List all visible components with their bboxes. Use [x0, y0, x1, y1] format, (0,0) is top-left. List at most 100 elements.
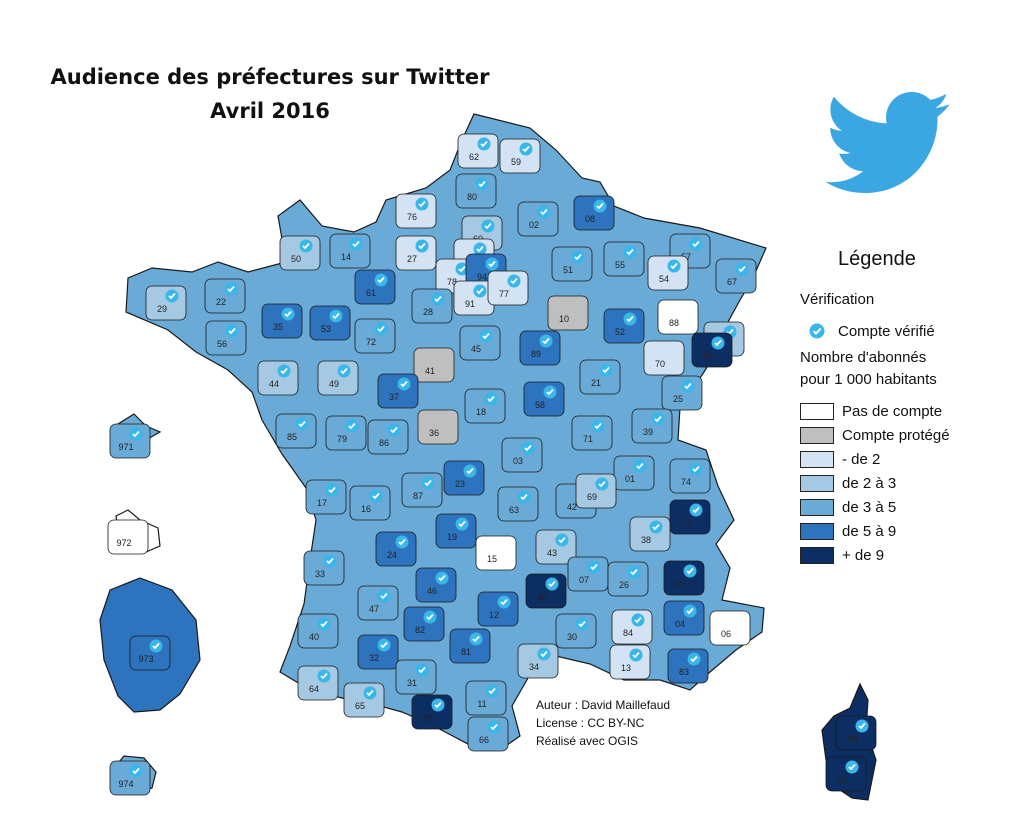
- department-08[interactable]: 08: [573, 195, 615, 231]
- department-47[interactable]: 47: [357, 585, 399, 621]
- check-icon: [227, 285, 235, 293]
- department-81[interactable]: 81: [449, 628, 491, 664]
- department-88[interactable]: 88: [657, 299, 699, 335]
- department-63[interactable]: 63: [497, 486, 539, 522]
- department-area: [603, 241, 645, 277]
- department-82[interactable]: 82: [403, 606, 445, 642]
- check-icon: [320, 620, 328, 628]
- check-icon: [132, 430, 140, 438]
- department-37[interactable]: 37: [377, 373, 419, 409]
- department-52[interactable]: 52: [603, 308, 645, 344]
- department-11[interactable]: 11: [465, 680, 507, 716]
- department-04[interactable]: 04: [663, 600, 705, 636]
- department-44[interactable]: 44: [257, 360, 299, 396]
- department-74[interactable]: 74: [669, 458, 711, 494]
- department-38[interactable]: 38: [629, 516, 671, 552]
- department-06[interactable]: 06: [709, 610, 751, 646]
- department-41[interactable]: 41: [413, 347, 455, 383]
- department-70[interactable]: 70: [643, 340, 685, 376]
- department-07[interactable]: 07: [567, 556, 609, 592]
- department-87[interactable]: 87: [401, 472, 443, 508]
- department-79[interactable]: 79: [325, 415, 367, 451]
- department-26[interactable]: 26: [607, 561, 649, 597]
- department-32[interactable]: 32: [357, 634, 399, 670]
- department-18[interactable]: 18: [464, 388, 506, 424]
- department-2A[interactable]: 2A: [825, 756, 867, 792]
- department-17[interactable]: 17: [305, 479, 347, 515]
- department-54[interactable]: 54: [647, 255, 689, 291]
- department-29[interactable]: 29: [145, 285, 187, 321]
- swatch-gt9: [800, 546, 834, 564]
- department-62[interactable]: 62: [457, 133, 499, 169]
- department-area: [523, 381, 565, 417]
- check-icon: [482, 332, 490, 340]
- department-45[interactable]: 45: [459, 325, 501, 361]
- department-22[interactable]: 22: [204, 278, 246, 314]
- department-86[interactable]: 86: [367, 419, 409, 455]
- department-12[interactable]: 12: [477, 591, 519, 627]
- department-05[interactable]: 05: [663, 560, 705, 596]
- department-13[interactable]: 13: [609, 644, 651, 680]
- department-10[interactable]: 10: [547, 295, 589, 331]
- department-50[interactable]: 50: [279, 235, 321, 271]
- department-43[interactable]: 43: [535, 529, 577, 565]
- department-area: [275, 413, 317, 449]
- department-65[interactable]: 65: [343, 682, 385, 718]
- department-23[interactable]: 23: [443, 460, 485, 496]
- department-46[interactable]: 46: [415, 567, 457, 603]
- department-84[interactable]: 84: [611, 609, 653, 645]
- department-76[interactable]: 76: [395, 193, 437, 229]
- department-59[interactable]: 59: [499, 138, 541, 174]
- department-974[interactable]: 974: [109, 760, 151, 796]
- department-28[interactable]: 28: [411, 288, 453, 324]
- department-971[interactable]: 971: [109, 423, 151, 459]
- department-83[interactable]: 83: [667, 648, 709, 684]
- department-85[interactable]: 85: [275, 413, 317, 449]
- department-30[interactable]: 30: [555, 613, 597, 649]
- department-27[interactable]: 27: [395, 235, 437, 271]
- department-40[interactable]: 40: [297, 613, 339, 649]
- department-53[interactable]: 53: [309, 305, 351, 341]
- department-73[interactable]: 73: [669, 499, 711, 535]
- department-91[interactable]: 91: [453, 280, 495, 316]
- department-89[interactable]: 89: [519, 330, 561, 366]
- department-48[interactable]: 48: [525, 573, 567, 609]
- department-56[interactable]: 56: [205, 320, 247, 356]
- department-51[interactable]: 51: [551, 246, 593, 282]
- department-55[interactable]: 55: [603, 241, 645, 277]
- department-33[interactable]: 33: [303, 550, 345, 586]
- department-973[interactable]: 973: [129, 635, 171, 671]
- department-area: [825, 756, 867, 792]
- department-19[interactable]: 19: [435, 513, 477, 549]
- department-21[interactable]: 21: [579, 359, 621, 395]
- department-49[interactable]: 49: [317, 360, 359, 396]
- department-77[interactable]: 77: [487, 270, 529, 306]
- department-01[interactable]: 01: [613, 455, 655, 491]
- department-03[interactable]: 03: [501, 437, 543, 473]
- department-2B[interactable]: 2B: [835, 715, 877, 751]
- department-39[interactable]: 39: [631, 408, 673, 444]
- department-02[interactable]: 02: [517, 201, 559, 237]
- department-34[interactable]: 34: [517, 643, 559, 679]
- department-69[interactable]: 69: [575, 473, 617, 509]
- department-24[interactable]: 24: [375, 531, 417, 567]
- department-15[interactable]: 15: [475, 535, 517, 571]
- department-80[interactable]: 80: [455, 173, 497, 209]
- department-14[interactable]: 14: [329, 233, 371, 269]
- department-72[interactable]: 72: [354, 318, 396, 354]
- department-area: [279, 235, 321, 271]
- department-90[interactable]: 90: [691, 332, 733, 368]
- department-71[interactable]: 71: [571, 415, 613, 451]
- department-67[interactable]: 67: [715, 258, 757, 294]
- department-64[interactable]: 64: [297, 665, 339, 701]
- department-66[interactable]: 66: [467, 716, 509, 752]
- department-36[interactable]: 36: [417, 409, 459, 445]
- department-35[interactable]: 35: [261, 303, 303, 339]
- department-25[interactable]: 25: [661, 375, 703, 411]
- department-16[interactable]: 16: [349, 485, 391, 521]
- department-31[interactable]: 31: [395, 659, 437, 695]
- department-09[interactable]: 09: [411, 694, 453, 730]
- department-972[interactable]: 972: [107, 519, 149, 555]
- department-61[interactable]: 61: [354, 269, 396, 305]
- department-58[interactable]: 58: [523, 381, 565, 417]
